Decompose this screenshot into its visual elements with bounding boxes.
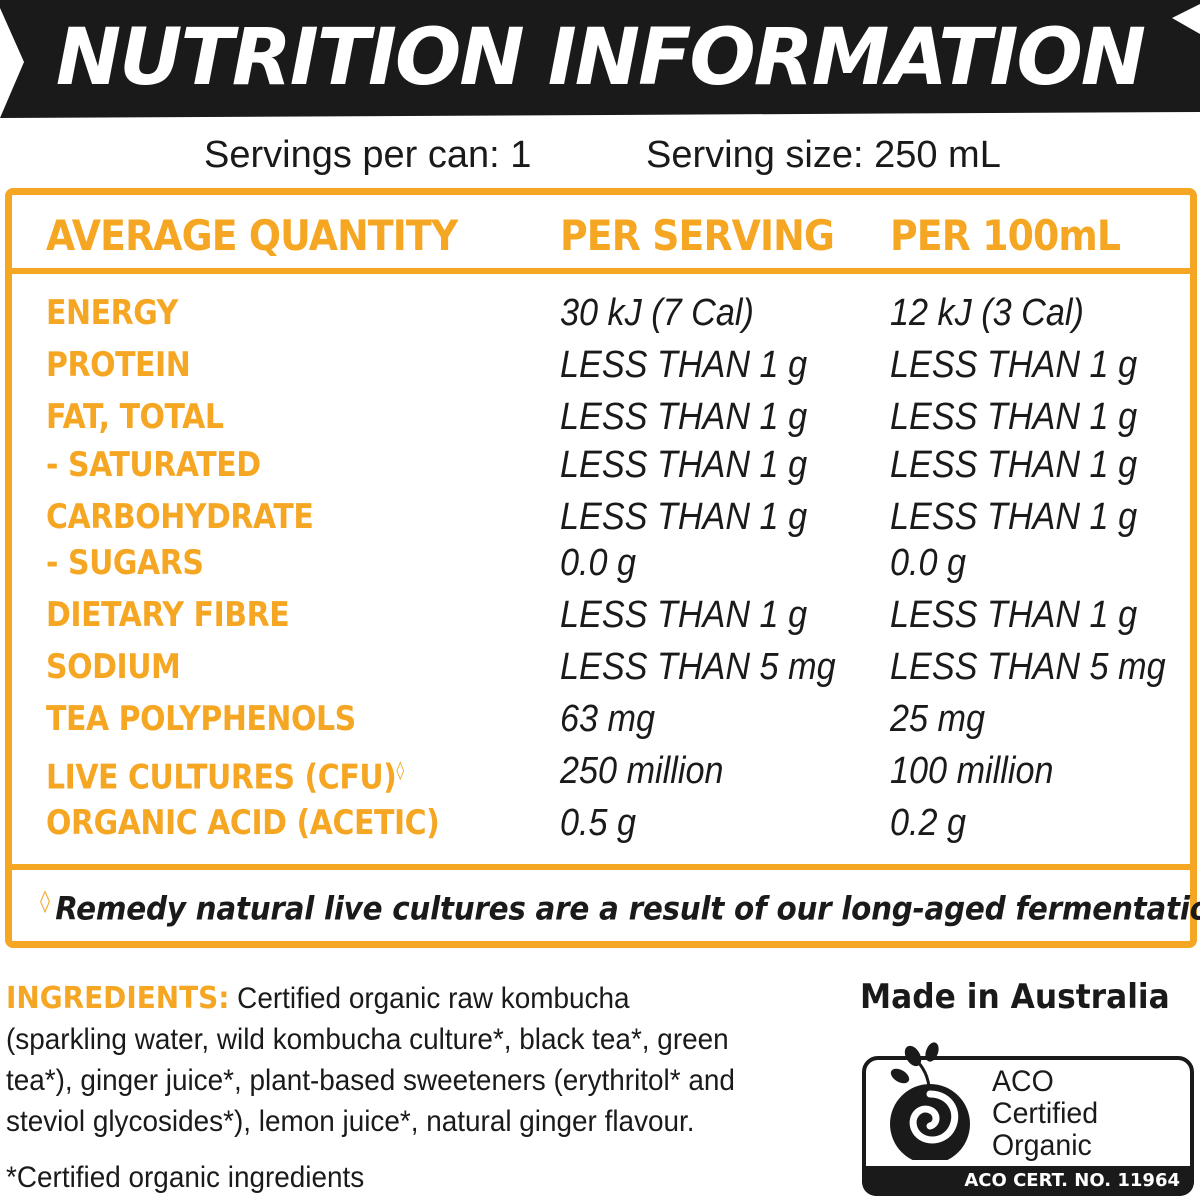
table-row: DIETARY FIBRE LESS THAN 1 g LESS THAN 1 … [0, 590, 1200, 642]
row-label: DIETARY FIBRE [46, 595, 290, 635]
aco-cert-number: ACO CERT. NO. 11964 [862, 1166, 1194, 1196]
cultures-footnote: ◊ Remedy natural live cultures are a resu… [40, 874, 1200, 937]
footnote-text: Remedy natural live cultures are a resul… [55, 889, 1200, 928]
servings-per-can: Servings per can: 1 [204, 134, 532, 176]
ingredients-label: INGREDIENTS: [6, 981, 230, 1016]
row-label-with-mark: LIVE CULTURES (CFU)◊ [46, 746, 404, 802]
row-value-per-serving: LESS THAN 5 mg [560, 646, 836, 688]
row-value-per-100ml: LESS THAN 1 g [890, 344, 1138, 386]
banner-ribbon-shape [0, 0, 1200, 118]
nutrition-table-frame [5, 188, 1197, 948]
row-value-per-100ml: LESS THAN 1 g [890, 594, 1138, 636]
row-label: - SUGARS [46, 543, 204, 583]
ingredients-text: Certified organic raw kombucha (sparklin… [6, 982, 735, 1138]
row-value-per-100ml: LESS THAN 1 g [890, 444, 1138, 486]
row-value-per-100ml: 25 mg [890, 698, 986, 740]
column-header-per-serving: PER SERVING [560, 211, 835, 260]
row-value-per-100ml: 0.2 g [890, 802, 967, 844]
row-value-per-serving: 63 mg [560, 698, 656, 740]
aco-bud-logo-icon [890, 1042, 970, 1160]
table-row: LIVE CULTURES (CFU)◊ 250 million 100 mil… [0, 746, 1200, 798]
table-row: - SUGARS 0.0 g 0.0 g [0, 538, 1200, 590]
row-label: CARBOHYDRATE [46, 497, 314, 537]
row-value-per-serving: 0.5 g [560, 802, 637, 844]
row-label: SODIUM [46, 647, 181, 687]
aco-line-2: Certified [992, 1097, 1099, 1130]
table-row: TEA POLYPHENOLS 63 mg 25 mg [0, 694, 1200, 746]
row-value-per-100ml: LESS THAN 1 g [890, 396, 1138, 438]
table-row: - SATURATED LESS THAN 1 g LESS THAN 1 g [0, 440, 1200, 492]
row-label: ORGANIC ACID (ACETIC) [46, 803, 440, 843]
row-label: - SATURATED [46, 445, 261, 485]
row-value-per-100ml: LESS THAN 1 g [890, 496, 1138, 538]
row-value-per-100ml: 100 million [890, 750, 1054, 792]
made-in-australia: Made in Australia [860, 977, 1170, 1017]
row-value-per-serving: LESS THAN 1 g [560, 444, 808, 486]
aco-line-1: ACO [992, 1065, 1054, 1098]
page-title: NUTRITION INFORMATION [55, 13, 1146, 103]
row-value-per-100ml: 12 kJ (3 Cal) [890, 292, 1084, 334]
table-row: SODIUM LESS THAN 5 mg LESS THAN 5 mg [0, 642, 1200, 694]
row-label: TEA POLYPHENOLS [46, 699, 356, 739]
aco-line-3: Organic [992, 1129, 1092, 1162]
row-label: ENERGY [46, 293, 178, 333]
aco-cert-text: ACO CERT. NO. 11964 [964, 1170, 1180, 1191]
row-label: LIVE CULTURES (CFU) [46, 757, 397, 798]
row-value-per-serving: LESS THAN 1 g [560, 344, 808, 386]
row-value-per-serving: LESS THAN 1 g [560, 396, 808, 438]
certified-organic-note: *Certified organic ingredients [6, 1161, 365, 1194]
table-row: PROTEIN LESS THAN 1 g LESS THAN 1 g [0, 340, 1200, 392]
table-row: CARBOHYDRATE LESS THAN 1 g LESS THAN 1 g [0, 492, 1200, 544]
diamond-mark-icon: ◊ [40, 889, 50, 914]
row-value-per-serving: 0.0 g [560, 542, 637, 584]
serving-size: Serving size: 250 mL [646, 134, 1001, 176]
row-value-per-serving: 30 kJ (7 Cal) [560, 292, 754, 334]
header-divider [5, 268, 1197, 274]
ingredients-block: INGREDIENTS: Certified organic raw kombu… [6, 978, 750, 1142]
title-banner: NUTRITION INFORMATION [0, 0, 1200, 118]
diamond-mark-icon: ◊ [396, 760, 404, 781]
column-header-per-100ml: PER 100mL [890, 211, 1121, 260]
row-value-per-serving: LESS THAN 1 g [560, 496, 808, 538]
row-value-per-serving: 250 million [560, 750, 724, 792]
table-row: ORGANIC ACID (ACETIC) 0.5 g 0.2 g [0, 798, 1200, 850]
table-row: FAT, TOTAL LESS THAN 1 g LESS THAN 1 g [0, 392, 1200, 444]
footnote-divider [5, 864, 1197, 870]
column-header-average-quantity: AVERAGE QUANTITY [46, 211, 458, 260]
row-value-per-serving: LESS THAN 1 g [560, 594, 808, 636]
table-row: ENERGY 30 kJ (7 Cal) 12 kJ (3 Cal) [0, 288, 1200, 340]
row-value-per-100ml: LESS THAN 5 mg [890, 646, 1166, 688]
aco-text-block: ACO Certified Organic [992, 1066, 1098, 1162]
row-value-per-100ml: 0.0 g [890, 542, 967, 584]
row-label: PROTEIN [46, 345, 191, 385]
row-label: FAT, TOTAL [46, 397, 224, 437]
